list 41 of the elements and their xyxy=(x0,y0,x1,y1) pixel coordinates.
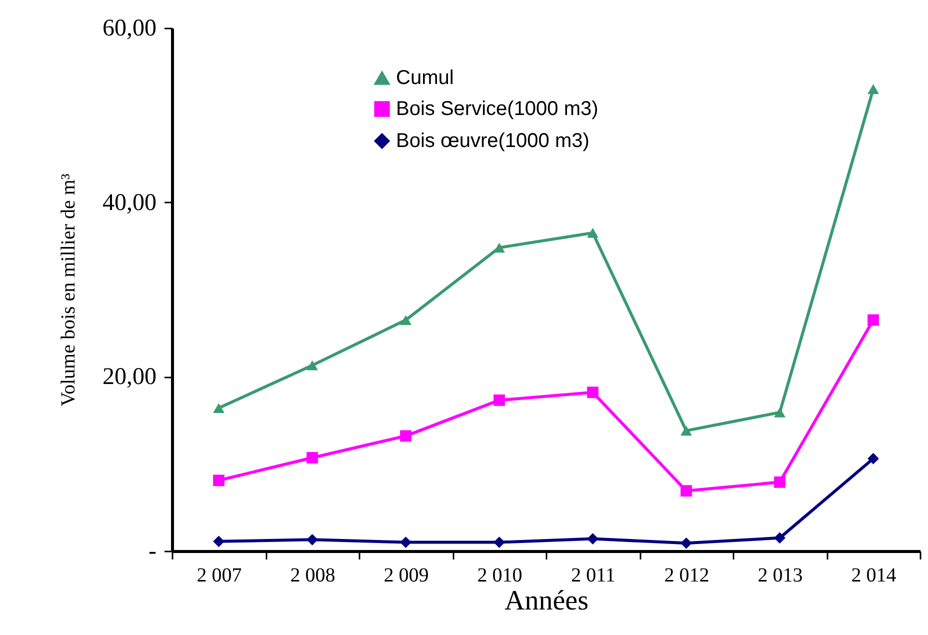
point xyxy=(680,537,692,549)
point xyxy=(494,242,505,253)
point xyxy=(400,536,412,548)
x-tick-label: 2 007 xyxy=(196,564,242,586)
point xyxy=(680,426,692,436)
point xyxy=(306,534,318,546)
x-tick-label: 2 009 xyxy=(384,564,429,586)
point xyxy=(868,314,879,326)
point xyxy=(680,485,692,497)
x-tick-label: 2 014 xyxy=(851,564,896,586)
point xyxy=(587,228,598,238)
x-tick-label: 2 010 xyxy=(477,564,522,586)
point xyxy=(213,474,224,486)
point xyxy=(868,452,879,464)
point xyxy=(774,407,786,418)
point xyxy=(774,476,786,488)
x-axis-title: Années xyxy=(504,586,588,616)
point xyxy=(587,533,598,544)
legend-label: Bois Service(1000 m3) xyxy=(396,98,598,120)
point xyxy=(213,403,224,413)
point xyxy=(774,532,786,544)
point xyxy=(494,394,505,406)
x-tick-label: 2 011 xyxy=(571,564,616,586)
y-tick-label: 20,00 xyxy=(102,364,156,390)
y-tick-label: 40,00 xyxy=(102,190,156,216)
x-tick-label: 2 013 xyxy=(758,564,803,586)
y-tick-label: 60,00 xyxy=(102,16,156,42)
legend-label: Cumul xyxy=(396,67,454,89)
y-axis-title: Volume bois en millier de m³ xyxy=(58,174,80,406)
x-tick-label: 2 012 xyxy=(664,564,710,586)
point xyxy=(868,84,879,94)
point xyxy=(213,536,224,548)
point xyxy=(494,536,505,548)
point xyxy=(306,360,318,370)
x-tick-label: 2 008 xyxy=(290,564,336,586)
point xyxy=(400,315,412,325)
point xyxy=(587,386,598,398)
point xyxy=(400,430,412,442)
legend-label: Bois œuvre(1000 m3) xyxy=(396,130,590,152)
point xyxy=(306,452,318,464)
y-tick-label: - xyxy=(148,538,156,564)
